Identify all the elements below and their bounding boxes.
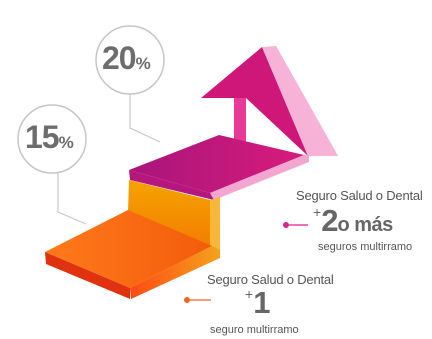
tier-upper-extra: o más xyxy=(337,214,392,236)
tier-lower-plus: + xyxy=(245,286,253,302)
tier-upper-count: +2o más xyxy=(313,203,393,239)
tier-upper-number: 2 xyxy=(321,203,337,238)
badge-15-symbol: % xyxy=(59,133,74,152)
badge-20-number: 20 xyxy=(102,40,136,76)
tier-upper-subtitle: seguros multirramo xyxy=(318,241,412,253)
badge-20-symbol: % xyxy=(136,54,151,73)
badge-15: 15% xyxy=(25,119,74,156)
tier-lower-marker xyxy=(184,297,211,303)
badge-15-number: 15 xyxy=(25,119,59,155)
tier-upper-marker xyxy=(283,222,308,228)
tier-lower-number: 1 xyxy=(253,285,269,320)
tier-lower-count: +1 xyxy=(245,285,269,321)
badge-20: 20% xyxy=(102,40,151,77)
tier-lower-caption: Seguro Salud o Dental xyxy=(207,272,334,287)
badge-15-leader xyxy=(58,166,86,224)
tier-upper-plus: + xyxy=(313,204,321,220)
tier-lower-subtitle: seguro multirramo xyxy=(210,324,299,336)
tier-upper-caption: Seguro Salud o Dental xyxy=(296,188,423,203)
